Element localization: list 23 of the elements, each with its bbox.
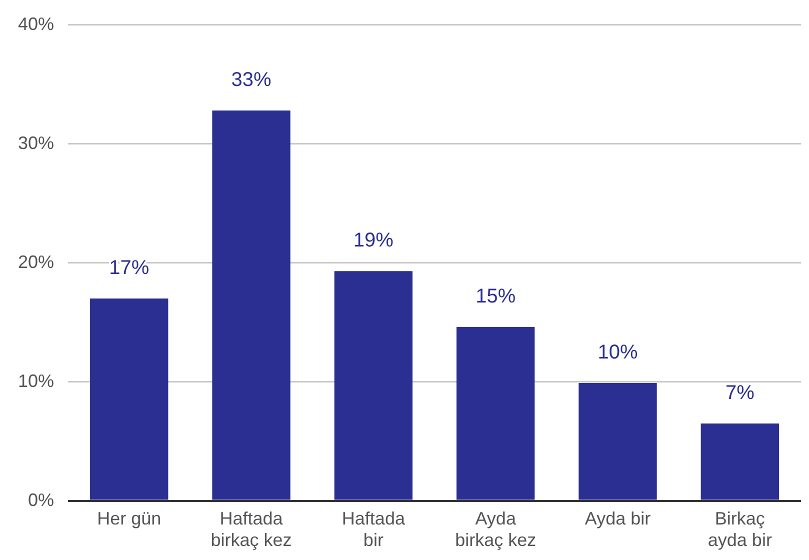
- x-tick-label: Haftada birkaç kez: [210, 508, 292, 550]
- x-tick-label: Her gün: [97, 508, 162, 529]
- y-tick-label: 40%: [18, 14, 54, 34]
- x-tick-label: Ayda bir: [584, 508, 651, 529]
- y-tick-label: 30%: [18, 132, 54, 153]
- x-tick-label: Birkaç ayda bir: [708, 508, 772, 550]
- bar: [578, 382, 657, 500]
- bar: [212, 110, 290, 500]
- data-label: 7%: [725, 382, 755, 404]
- y-tick-label: 10%: [18, 370, 54, 391]
- data-label: 33%: [231, 68, 272, 91]
- bar: [456, 327, 535, 500]
- data-label: 10%: [598, 342, 638, 364]
- y-tick-label: 0%: [28, 490, 54, 510]
- data-label: 17%: [109, 257, 150, 280]
- bar: [700, 423, 780, 500]
- x-tick-label: Ayda birkaç kez: [455, 508, 536, 550]
- bar: [90, 298, 168, 500]
- data-label: 15%: [476, 286, 516, 308]
- bar: [334, 271, 413, 500]
- data-label: 19%: [353, 230, 394, 252]
- y-tick-label: 20%: [18, 252, 54, 272]
- x-tick-label: Haftada bir: [342, 508, 406, 550]
